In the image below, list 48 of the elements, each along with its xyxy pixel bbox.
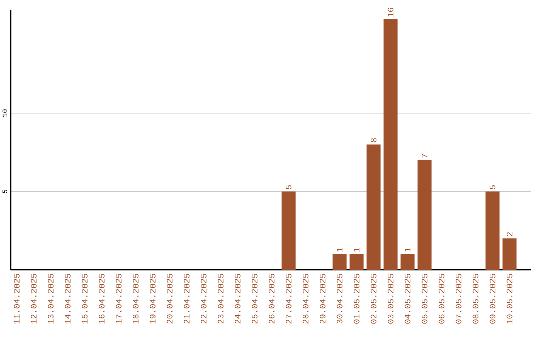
x-tick-label: 06.05.2025 <box>438 274 445 324</box>
x-tick-label: 02.05.2025 <box>370 274 377 324</box>
data-label: 1 <box>405 248 411 252</box>
x-tick-label: 16.04.2025 <box>99 274 105 324</box>
x-tick-label: 11.04.2025 <box>14 274 20 324</box>
bar <box>282 192 296 270</box>
x-tick-label: 14.04.2025 <box>65 274 71 324</box>
x-tick-label: 24.04.2025 <box>234 274 241 324</box>
bar <box>486 192 500 270</box>
data-label: 1 <box>337 248 343 252</box>
bar <box>366 144 381 270</box>
bar <box>400 254 415 270</box>
bar <box>502 238 517 270</box>
x-tick-label: 12.04.2025 <box>31 274 37 324</box>
x-tick-label: 10.05.2025 <box>506 274 513 324</box>
x-tick-label: 09.05.2025 <box>490 274 496 324</box>
x-tick-label: 04.05.2025 <box>404 274 411 324</box>
x-tick-label: 21.04.2025 <box>184 274 190 324</box>
bar <box>418 160 432 270</box>
x-tick-label: 28.04.2025 <box>302 274 309 324</box>
data-label: 7 <box>422 154 428 158</box>
x-tick-label: 01.05.2025 <box>354 274 360 324</box>
bar <box>350 254 364 270</box>
bar <box>332 254 347 270</box>
x-tick-label: 30.04.2025 <box>336 274 343 324</box>
x-tick-label: 23.04.2025 <box>218 274 224 324</box>
x-tick-label: 17.04.2025 <box>116 274 122 324</box>
x-tick-label: 25.04.2025 <box>252 274 258 324</box>
x-tick-label: 22.04.2025 <box>201 274 207 324</box>
x-tick-label: 15.04.2025 <box>82 274 88 324</box>
x-tick-label: 27.04.2025 <box>286 274 292 324</box>
x-tick-label: 19.04.2025 <box>150 274 156 324</box>
x-tick-label: 29.04.2025 <box>320 274 326 324</box>
data-label: 5 <box>490 185 496 190</box>
x-tick-label: 03.05.2025 <box>388 274 394 324</box>
x-tick-label: 13.04.2025 <box>48 274 54 324</box>
x-tick-label: 26.04.2025 <box>268 274 275 324</box>
x-tick-label: 18.04.2025 <box>133 274 139 324</box>
bar <box>384 19 398 270</box>
data-label: 16 <box>388 8 394 18</box>
x-tick-label: 07.05.2025 <box>456 274 462 324</box>
data-label: 5 <box>286 185 292 190</box>
data-label: 2 <box>506 232 513 236</box>
x-tick-label: 20.04.2025 <box>167 274 173 324</box>
x-tick-label: 08.05.2025 <box>472 274 479 324</box>
data-label: 1 <box>354 248 360 252</box>
data-label: 8 <box>370 138 377 142</box>
x-tick-label: 05.05.2025 <box>422 274 428 324</box>
